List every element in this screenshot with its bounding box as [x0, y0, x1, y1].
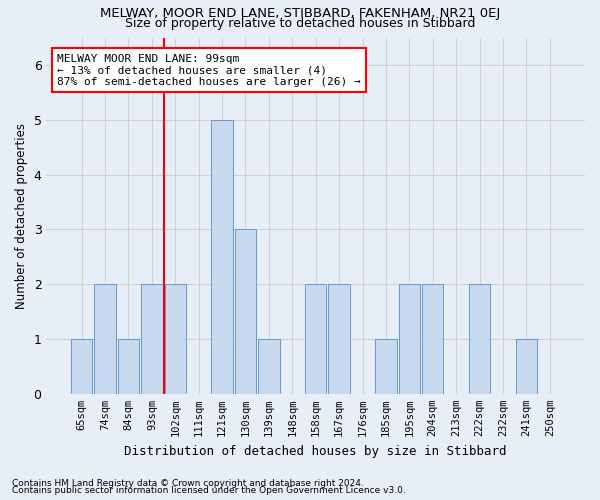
Bar — [94, 284, 116, 394]
Bar — [398, 284, 420, 394]
X-axis label: Distribution of detached houses by size in Stibbard: Distribution of detached houses by size … — [124, 444, 507, 458]
Bar — [164, 284, 186, 394]
Text: Contains public sector information licensed under the Open Government Licence v3: Contains public sector information licen… — [12, 486, 406, 495]
Text: MELWAY MOOR END LANE: 99sqm
← 13% of detached houses are smaller (4)
87% of semi: MELWAY MOOR END LANE: 99sqm ← 13% of det… — [57, 54, 361, 86]
Y-axis label: Number of detached properties: Number of detached properties — [15, 122, 28, 308]
Bar — [141, 284, 163, 394]
Bar — [118, 339, 139, 394]
Bar — [375, 339, 397, 394]
Bar — [211, 120, 233, 394]
Bar — [469, 284, 490, 394]
Bar — [258, 339, 280, 394]
Text: MELWAY, MOOR END LANE, STIBBARD, FAKENHAM, NR21 0EJ: MELWAY, MOOR END LANE, STIBBARD, FAKENHA… — [100, 8, 500, 20]
Bar — [422, 284, 443, 394]
Bar — [305, 284, 326, 394]
Bar — [328, 284, 350, 394]
Text: Size of property relative to detached houses in Stibbard: Size of property relative to detached ho… — [125, 18, 475, 30]
Bar — [235, 230, 256, 394]
Text: Contains HM Land Registry data © Crown copyright and database right 2024.: Contains HM Land Registry data © Crown c… — [12, 478, 364, 488]
Bar — [515, 339, 537, 394]
Bar — [71, 339, 92, 394]
